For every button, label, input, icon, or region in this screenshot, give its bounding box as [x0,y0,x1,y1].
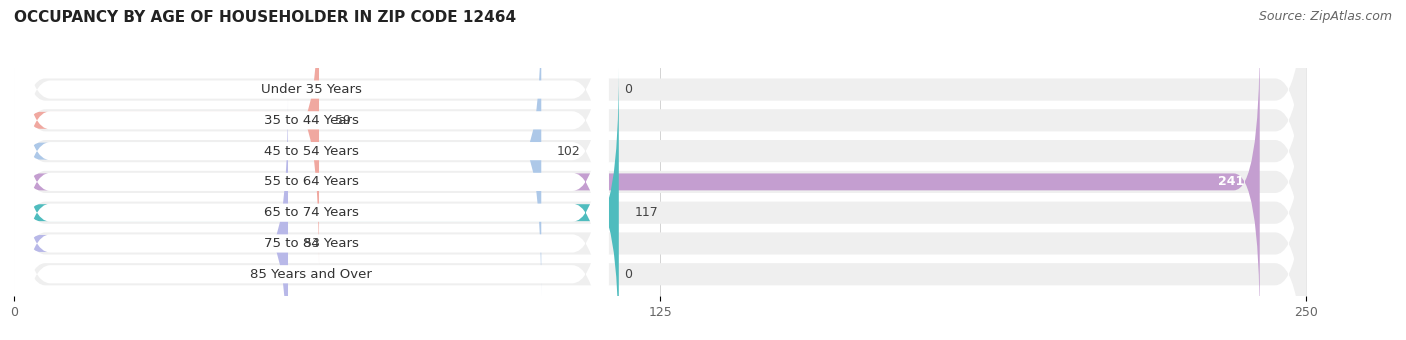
FancyBboxPatch shape [14,0,1306,325]
FancyBboxPatch shape [14,37,609,340]
Text: 117: 117 [634,206,658,219]
FancyBboxPatch shape [14,0,609,327]
FancyBboxPatch shape [14,67,619,340]
Text: 241: 241 [1218,175,1244,188]
FancyBboxPatch shape [14,98,288,340]
Text: Source: ZipAtlas.com: Source: ZipAtlas.com [1258,10,1392,23]
Text: 75 to 84 Years: 75 to 84 Years [264,237,359,250]
FancyBboxPatch shape [14,0,609,340]
FancyBboxPatch shape [14,101,1306,340]
FancyBboxPatch shape [14,6,609,340]
FancyBboxPatch shape [14,68,609,340]
Text: Under 35 Years: Under 35 Years [262,83,361,96]
FancyBboxPatch shape [14,0,319,266]
Text: 55 to 64 Years: 55 to 64 Years [264,175,359,188]
Text: 102: 102 [557,144,581,158]
Text: 53: 53 [304,237,319,250]
Text: 59: 59 [335,114,350,127]
Text: 0: 0 [624,268,631,281]
FancyBboxPatch shape [14,39,1306,340]
FancyBboxPatch shape [14,6,541,296]
Text: OCCUPANCY BY AGE OF HOUSEHOLDER IN ZIP CODE 12464: OCCUPANCY BY AGE OF HOUSEHOLDER IN ZIP C… [14,10,516,25]
FancyBboxPatch shape [14,0,609,340]
FancyBboxPatch shape [14,0,1306,263]
FancyBboxPatch shape [14,8,1306,340]
Text: 45 to 54 Years: 45 to 54 Years [264,144,359,158]
FancyBboxPatch shape [14,0,609,296]
Text: 35 to 44 Years: 35 to 44 Years [264,114,359,127]
Text: 65 to 74 Years: 65 to 74 Years [264,206,359,219]
FancyBboxPatch shape [14,36,1260,327]
Text: 85 Years and Over: 85 Years and Over [250,268,373,281]
FancyBboxPatch shape [14,70,1306,340]
Text: 0: 0 [624,83,631,96]
FancyBboxPatch shape [14,0,1306,294]
